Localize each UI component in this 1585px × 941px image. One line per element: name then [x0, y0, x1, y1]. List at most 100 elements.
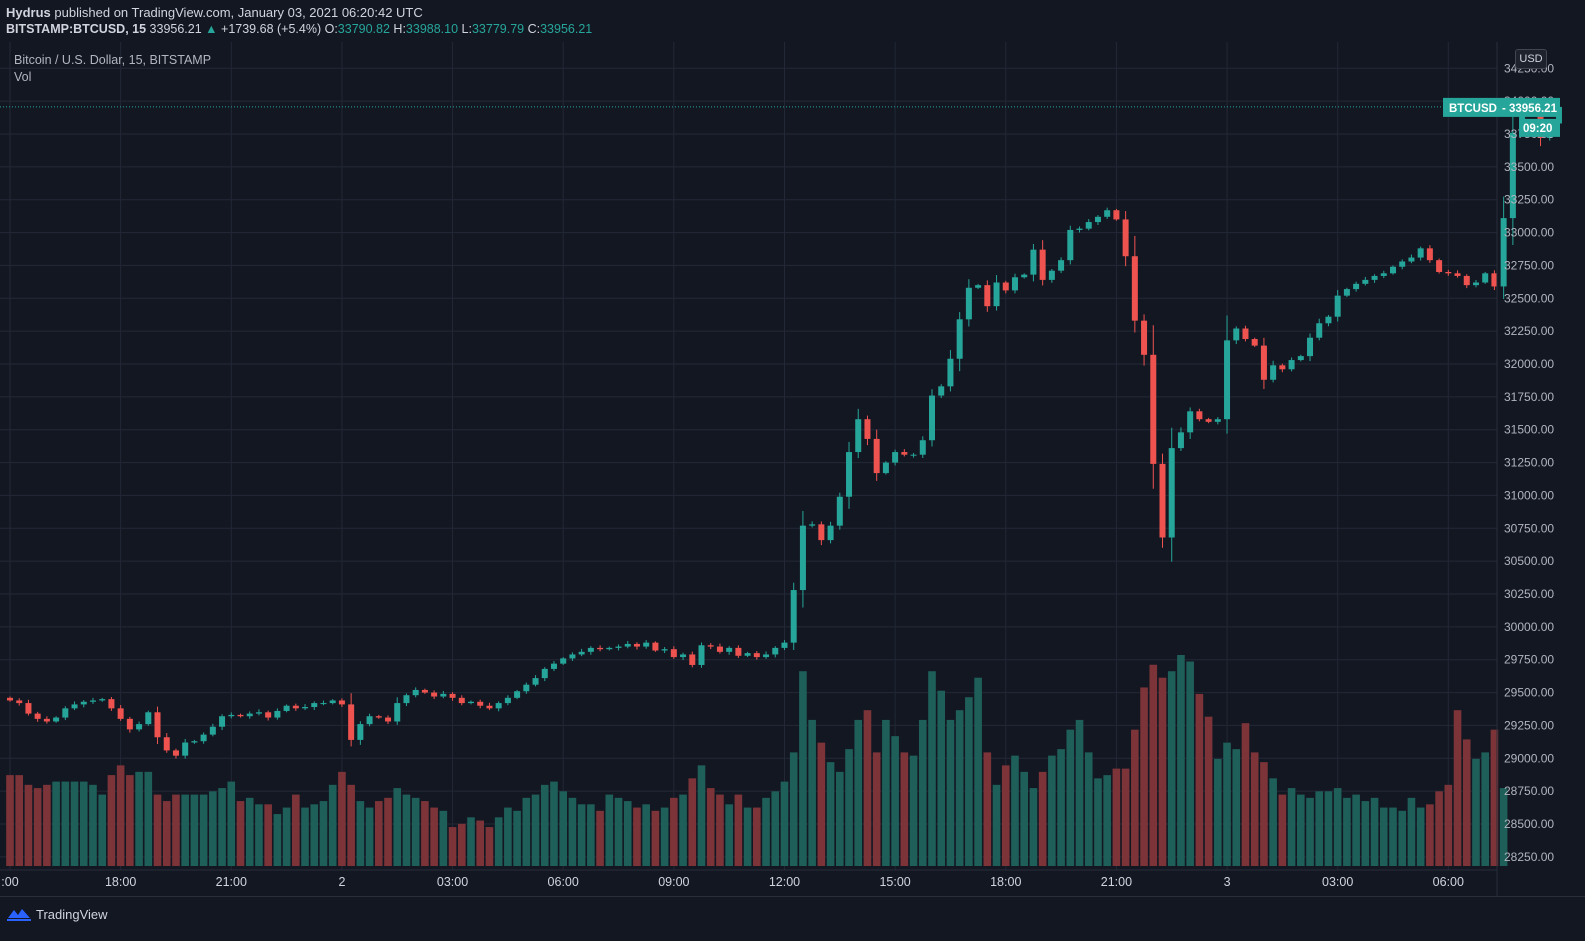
- volume-bar: [918, 719, 927, 866]
- volume-bar: [255, 804, 263, 866]
- volume-bar: [476, 820, 485, 866]
- candle-body: [772, 647, 779, 655]
- price-chart[interactable]: 28250.00 28500.00 28750.00 29000.00 29250.00…: [0, 0, 1585, 896]
- price-tick-label: 30500.00: [1504, 554, 1554, 568]
- volume-bar: [43, 784, 51, 866]
- volume-bar: [1490, 729, 1499, 866]
- candle-body: [1509, 132, 1516, 219]
- volume-bar: [1287, 788, 1296, 866]
- volume-bar: [1260, 762, 1268, 866]
- candle-body: [1491, 273, 1498, 287]
- candle-body: [182, 742, 189, 756]
- price-tick-label: 30750.00: [1504, 521, 1554, 535]
- author-name[interactable]: Hydrus: [6, 5, 51, 20]
- volume-bar: [282, 807, 291, 866]
- volume-bar: [1352, 794, 1360, 866]
- candle-body: [421, 689, 428, 693]
- time-tick-label: 06:00: [548, 875, 579, 889]
- published-text: published on TradingView.com, January 03…: [54, 5, 423, 20]
- candle-body: [615, 646, 622, 648]
- volume-bar: [421, 801, 429, 866]
- volume-bar: [522, 797, 531, 866]
- candle-body: [329, 700, 336, 704]
- volume-bar: [347, 784, 355, 866]
- volume-bar: [928, 671, 936, 866]
- volume-bar: [52, 781, 60, 866]
- candle-body: [781, 642, 788, 648]
- candle-body: [1094, 216, 1101, 223]
- candle-body: [1343, 289, 1350, 296]
- price-tick-label: 29250.00: [1504, 718, 1554, 732]
- volume-bar: [6, 775, 14, 866]
- volume-label[interactable]: Vol: [14, 70, 32, 84]
- volume-bar: [1223, 742, 1231, 866]
- currency-badge[interactable]: USD: [1515, 49, 1547, 69]
- volume-bar: [236, 801, 245, 866]
- candle-body: [136, 724, 143, 730]
- symbol-label[interactable]: BITSTAMP:BTCUSD, 15: [6, 22, 147, 36]
- volume-bar: [1278, 794, 1287, 866]
- volume-bar: [135, 771, 143, 866]
- volume-bar: [292, 794, 300, 866]
- candle-body: [71, 704, 78, 709]
- volume-bar: [1250, 752, 1259, 866]
- candle-body: [209, 726, 216, 735]
- volume-bar: [633, 807, 641, 866]
- volume-bar: [965, 697, 973, 866]
- tradingview-cloud-icon: [7, 909, 31, 921]
- candle-body: [274, 710, 281, 718]
- volume-bar: [61, 781, 70, 866]
- volume-bar: [457, 823, 466, 866]
- candle-body: [53, 717, 60, 722]
- volume-bar: [1462, 739, 1471, 866]
- candle-body: [1260, 345, 1267, 380]
- candle-body: [1426, 248, 1433, 261]
- volume-bar: [1324, 791, 1333, 866]
- candle-body: [707, 645, 714, 647]
- candle-body: [716, 646, 723, 652]
- candle-body: [311, 703, 318, 708]
- volume-bar: [1103, 775, 1111, 866]
- volume-bar: [1370, 797, 1379, 866]
- candle-body: [89, 700, 96, 702]
- candle-body: [523, 684, 530, 692]
- candle-body: [1279, 365, 1286, 370]
- volume-bar: [15, 775, 24, 866]
- series-title[interactable]: Bitcoin / U.S. Dollar, 15, BITSTAMP: [14, 53, 212, 67]
- change-value: +1739.68 (+5.4%): [221, 22, 322, 36]
- volume-bar: [1167, 671, 1176, 866]
- volume-bar: [716, 794, 724, 866]
- volume-bar: [734, 794, 743, 866]
- candle-body: [550, 663, 557, 669]
- volume-bar: [1121, 768, 1130, 866]
- price-tag-symbol: BTCUSD: [1449, 103, 1497, 115]
- time-tick-label: 3: [1224, 875, 1231, 889]
- volume-bar: [808, 719, 816, 866]
- candle-body: [403, 695, 410, 704]
- price-tick-label: 32500.00: [1504, 291, 1554, 305]
- volume-bar: [937, 690, 946, 866]
- time-axis[interactable]: :00 18:00 21:00 2 03:00 06:00 09:00 12:00 15:00 1…: [1, 875, 1464, 889]
- candle-body: [1353, 283, 1360, 290]
- volume-bar: [365, 807, 374, 866]
- candle-body: [1085, 222, 1092, 229]
- volume-bar: [1297, 794, 1305, 866]
- price-tick-label: 32000.00: [1504, 357, 1554, 371]
- candles: [7, 100, 1562, 759]
- tradingview-logo[interactable]: TradingView: [6, 906, 108, 922]
- candle-body: [477, 701, 484, 706]
- volume-bar: [605, 794, 614, 866]
- candle-body: [1307, 337, 1314, 357]
- volume-bar: [762, 797, 770, 866]
- time-tick-label: 18:00: [990, 875, 1021, 889]
- volume-bar: [614, 797, 623, 866]
- candle-body: [255, 712, 262, 714]
- volume-bar: [1398, 810, 1407, 866]
- candle-body: [1436, 260, 1443, 272]
- volume-bar: [1361, 801, 1370, 866]
- candle-body: [1113, 210, 1120, 220]
- volume-bar: [706, 788, 715, 866]
- volume-bar: [98, 794, 106, 866]
- candle-body: [219, 716, 226, 727]
- candle-body: [652, 642, 659, 651]
